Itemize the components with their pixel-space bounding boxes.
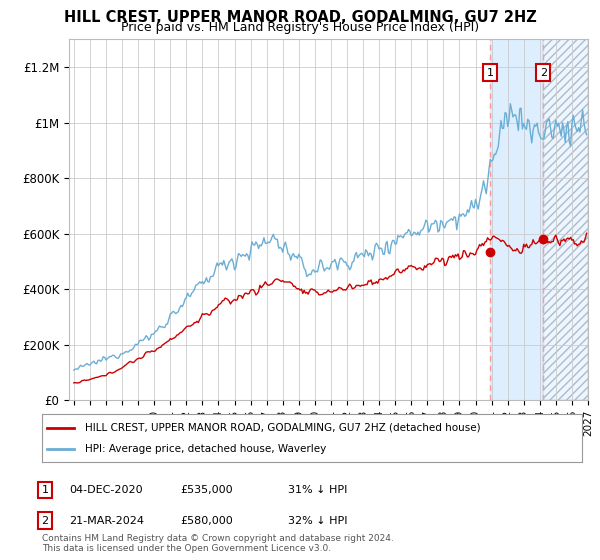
- Text: 04-DEC-2020: 04-DEC-2020: [69, 485, 143, 495]
- Bar: [490, 39, 544, 400]
- Text: Price paid vs. HM Land Registry's House Price Index (HPI): Price paid vs. HM Land Registry's House …: [121, 21, 479, 34]
- Text: 21-MAR-2024: 21-MAR-2024: [69, 516, 144, 526]
- Text: HILL CREST, UPPER MANOR ROAD, GODALMING, GU7 2HZ: HILL CREST, UPPER MANOR ROAD, GODALMING,…: [64, 10, 536, 25]
- Text: 2: 2: [41, 516, 49, 526]
- Text: £535,000: £535,000: [180, 485, 233, 495]
- Text: HPI: Average price, detached house, Waverley: HPI: Average price, detached house, Wave…: [85, 444, 326, 454]
- Text: 2: 2: [540, 68, 547, 77]
- Bar: [544, 39, 588, 400]
- Text: 32% ↓ HPI: 32% ↓ HPI: [288, 516, 347, 526]
- Text: 1: 1: [487, 68, 494, 77]
- Text: HILL CREST, UPPER MANOR ROAD, GODALMING, GU7 2HZ (detached house): HILL CREST, UPPER MANOR ROAD, GODALMING,…: [85, 423, 481, 433]
- Text: Contains HM Land Registry data © Crown copyright and database right 2024.
This d: Contains HM Land Registry data © Crown c…: [42, 534, 394, 553]
- Text: 31% ↓ HPI: 31% ↓ HPI: [288, 485, 347, 495]
- Bar: [544, 39, 588, 400]
- Text: 1: 1: [41, 485, 49, 495]
- Text: £580,000: £580,000: [180, 516, 233, 526]
